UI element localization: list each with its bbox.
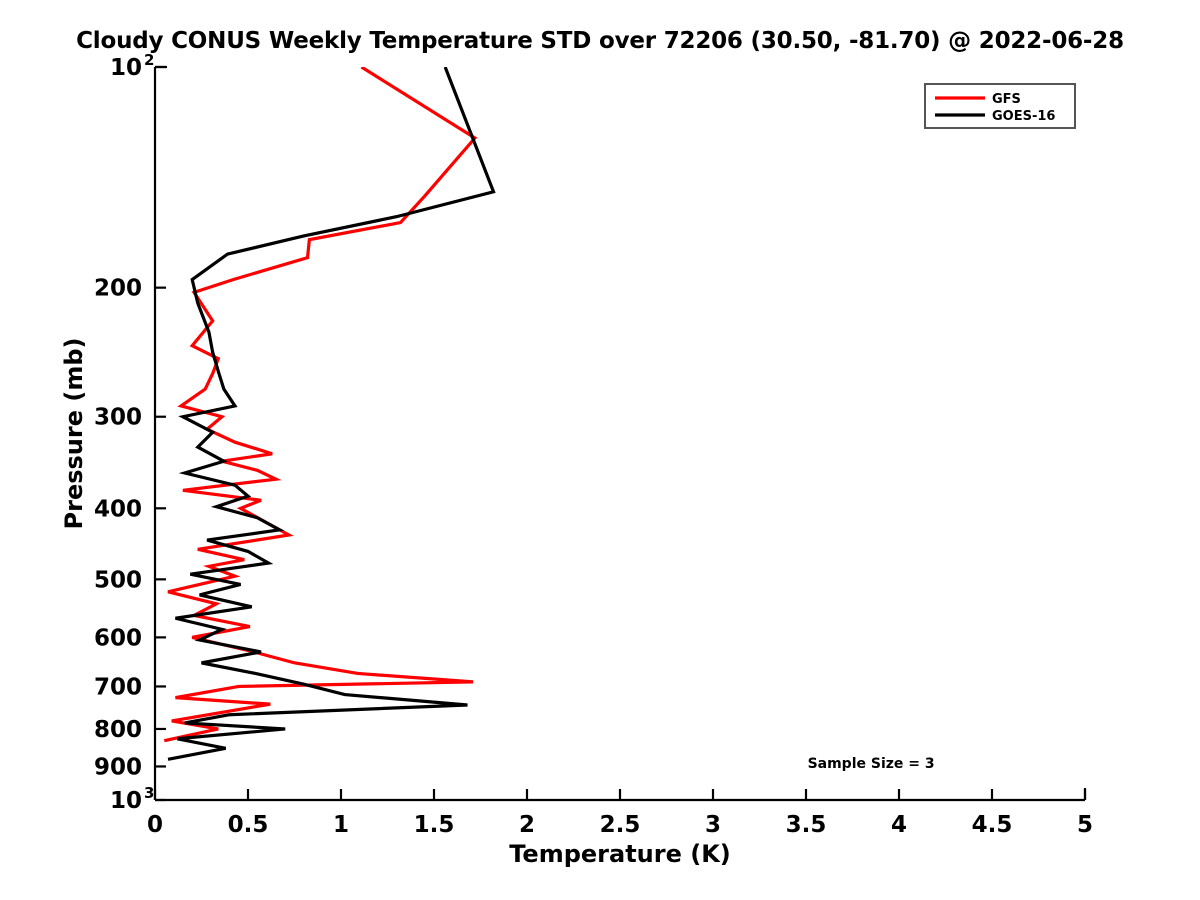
- svg-text:300: 300: [94, 405, 142, 431]
- y-axis-tick-label: 300: [94, 405, 142, 431]
- x-axis-tick-label: 0.5: [228, 812, 269, 838]
- y-axis-tick-label: 200: [94, 276, 142, 302]
- x-axis-tick-label: 0: [147, 812, 163, 838]
- svg-text:3: 3: [144, 784, 154, 802]
- svg-text:200: 200: [94, 276, 142, 302]
- svg-text:900: 900: [94, 754, 142, 780]
- svg-text:600: 600: [94, 625, 142, 651]
- y-axis-tick-label: 500: [94, 567, 142, 593]
- x-axis-tick-label: 3: [705, 812, 721, 838]
- svg-text:800: 800: [94, 717, 142, 743]
- x-axis-tick-label: 4: [891, 812, 907, 838]
- sample-size-annotation: Sample Size = 3: [808, 756, 935, 772]
- x-axis-title: Temperature (K): [509, 840, 731, 868]
- svg-text:500: 500: [94, 567, 142, 593]
- svg-text:10: 10: [110, 55, 142, 81]
- y-axis-tick-label: 600: [94, 625, 142, 651]
- y-axis-tick-label: 700: [94, 674, 142, 700]
- series-line-goes-16: [167, 67, 496, 761]
- legend-label-gfs: GFS: [992, 92, 1021, 107]
- svg-text:700: 700: [94, 674, 142, 700]
- x-axis-tick-label: 5: [1077, 812, 1093, 838]
- x-axis-tick-label: 1.5: [414, 812, 455, 838]
- data-series-group: [163, 67, 496, 761]
- axes-group: 0 0.5 1 1.5 2 2.5 3 3.5 4 4.5 510 22003004005006007…: [94, 51, 1093, 838]
- legend-label-goes-16: GOES-16: [992, 109, 1055, 124]
- y-axis-tick-label: 800: [94, 717, 142, 743]
- y-axis-title: Pressure (mb): [60, 338, 88, 530]
- x-axis-tick-label: 2.5: [600, 812, 641, 838]
- x-axis-tick-label: 1: [333, 812, 349, 838]
- x-axis-tick-label: 2: [519, 812, 535, 838]
- legend[interactable]: GFS GOES-16: [924, 83, 1076, 129]
- y-axis-tick-label: 900: [94, 754, 142, 780]
- svg-text:2: 2: [144, 51, 154, 69]
- annotations-group: Sample Size = 3: [808, 756, 935, 772]
- series-line-gfs: [163, 67, 478, 743]
- y-axis-tick-label: 10 2: [110, 51, 154, 81]
- x-axis-tick-label: 3.5: [786, 812, 827, 838]
- page-title: Cloudy CONUS Weekly Temperature STD over…: [76, 28, 1124, 54]
- y-axis-tick-label: 10 3: [110, 784, 154, 814]
- axis-titles-group: Temperature (K) Pressure (mb): [60, 338, 731, 868]
- legend-box: [924, 83, 1076, 129]
- x-axis-tick-label: 4.5: [972, 812, 1013, 838]
- svg-text:400: 400: [94, 496, 142, 522]
- svg-text:10: 10: [110, 788, 142, 814]
- y-axis-tick-label: 400: [94, 496, 142, 522]
